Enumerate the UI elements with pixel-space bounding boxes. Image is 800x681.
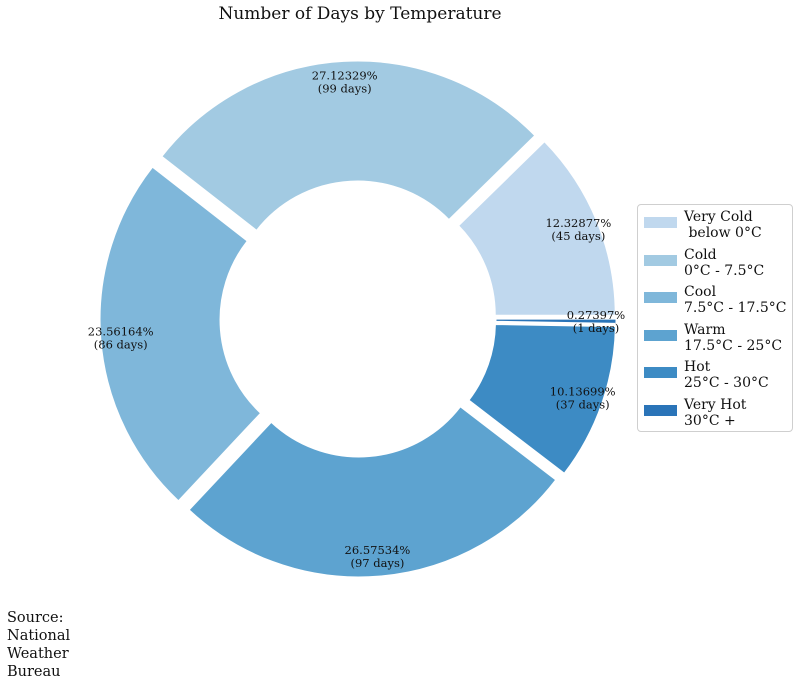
slice-label-cool: 23.56164% (86 days) — [88, 324, 154, 351]
slice-cool — [99, 166, 262, 502]
slice-very-cold — [458, 141, 616, 316]
slice-hot — [468, 323, 616, 474]
legend-label: Warm 17.5°C - 25°C — [684, 321, 783, 354]
legend-label: Very Hot 30°C + — [684, 396, 747, 429]
slices-group — [99, 60, 617, 578]
legend-entry-very-cold: Very Cold below 0°C — [644, 209, 792, 247]
legend-swatch — [644, 254, 677, 266]
legend-label: Very Cold below 0°C — [684, 209, 762, 241]
legend-swatch — [644, 217, 677, 228]
legend-entry-hot: Hot 25°C - 30°C — [644, 359, 792, 397]
slice-label-very-hot: 0.27397% (1 days) — [567, 308, 626, 335]
legend-entry-warm: Warm 17.5°C - 25°C — [644, 322, 792, 360]
legend-entry-cold: Cold 0°C - 7.5°C — [644, 247, 792, 285]
legend-swatch — [644, 292, 677, 303]
source-note: Source: National Weather Bureau — [7, 610, 71, 680]
slice-labels-group: 12.32877% (45 days) 27.12329% (99 days) 23.5… — [88, 68, 625, 570]
legend-label: Hot 25°C - 30°C — [684, 359, 769, 391]
slice-label-cold: 27.12329% (99 days) — [312, 68, 378, 95]
slice-very-hot — [495, 318, 617, 324]
slice-label-very-cold: 12.32877% (45 days) — [545, 216, 611, 243]
legend-swatch — [644, 329, 677, 341]
legend-label: Cool 7.5°C - 17.5°C — [684, 284, 787, 316]
slice-label-warm: 26.57534% (97 days) — [345, 543, 411, 570]
legend-swatch — [644, 367, 677, 378]
legend-label: Cold 0°C - 7.5°C — [684, 246, 765, 279]
legend-entry-very-hot: Very Hot 30°C + — [644, 397, 792, 435]
slice-label-hot: 10.13699% (37 days) — [550, 384, 616, 411]
legend: Very Cold below 0°C Cold 0°C - 7.5°C Cool … — [637, 204, 793, 432]
chart-title: Number of Days by Temperature — [218, 4, 502, 24]
slice-warm — [188, 406, 557, 578]
slice-cold — [161, 60, 536, 231]
legend-swatch — [644, 404, 677, 416]
legend-entry-cool: Cool 7.5°C - 17.5°C — [644, 284, 792, 322]
